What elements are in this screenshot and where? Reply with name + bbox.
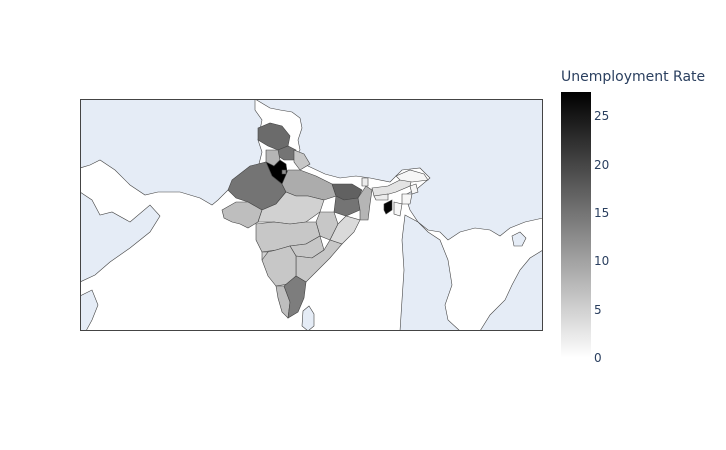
land-africa	[80, 289, 99, 331]
colorbar-tick-label: 25	[594, 109, 610, 124]
region-tripura	[383, 199, 393, 215]
land-arabia	[80, 191, 161, 283]
colorbar-tick-label: 20	[594, 157, 610, 172]
region-sikkim	[361, 177, 369, 187]
region-uttarakhand	[293, 149, 311, 171]
colorbar-title: Unemployment Rate	[561, 69, 706, 85]
neighbour-land	[80, 99, 543, 331]
colorbar-tick-label: 0	[594, 351, 602, 365]
land-north	[254, 99, 543, 241]
land-srilanka	[301, 305, 315, 331]
colorbar-tick-label: 5	[594, 302, 602, 317]
region-gujarat	[221, 201, 263, 229]
land-southeast	[399, 214, 543, 331]
india-states[interactable]	[221, 122, 429, 319]
map-frame-border	[80, 99, 543, 331]
region-manipur	[401, 193, 413, 205]
region-mizoram	[393, 201, 403, 217]
region-delhi	[281, 169, 287, 175]
region-nagaland	[409, 183, 419, 195]
india-choropleth-map[interactable]	[80, 99, 543, 331]
region-karnataka	[261, 245, 297, 287]
region-jammu-kashmir	[257, 122, 291, 151]
colorbar-tick-label: 15	[594, 205, 610, 220]
region-west-bengal	[357, 185, 373, 221]
region-arunachal	[395, 169, 429, 183]
colorbar	[561, 92, 591, 358]
colorbar-tick-label: 10	[594, 254, 610, 269]
land-island	[511, 231, 527, 247]
region-tamil-nadu	[283, 275, 307, 319]
region-meghalaya	[373, 193, 389, 201]
